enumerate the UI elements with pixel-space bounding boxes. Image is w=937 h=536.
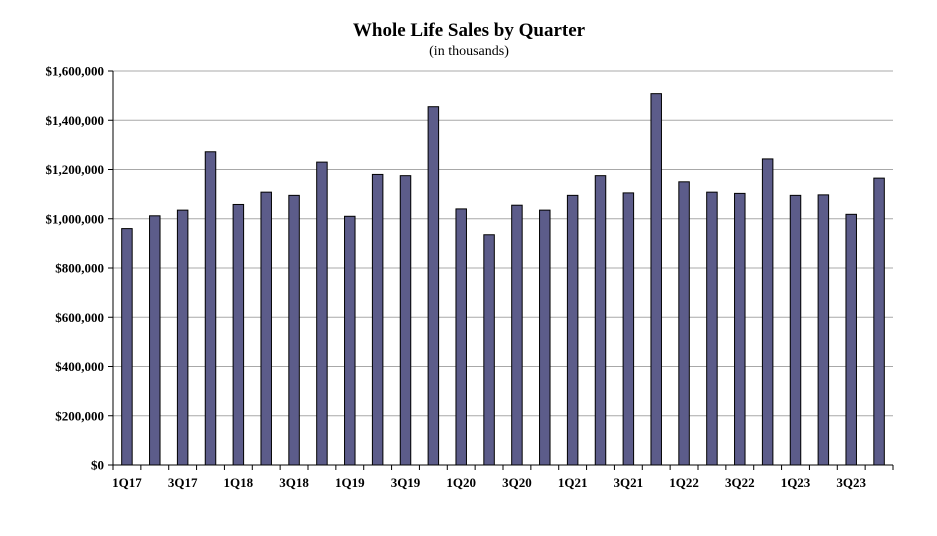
bar-3Q20 xyxy=(511,204,523,466)
bar-2Q23 xyxy=(817,194,830,466)
bar-1Q23 xyxy=(789,194,802,466)
bar-4Q20 xyxy=(539,209,551,466)
x-tick-label: 3Q22 xyxy=(725,475,755,490)
bar-2Q19 xyxy=(371,173,384,466)
bar-1Q17 xyxy=(121,228,133,466)
bar-4Q23 xyxy=(873,177,885,466)
bar-2Q17 xyxy=(149,215,161,466)
gridlines xyxy=(113,70,893,417)
x-tick-label: 1Q21 xyxy=(558,475,588,490)
y-axis-ticks: $0 $200,000 $400,000 $600,000 $800,000 $1,000… xyxy=(46,64,113,473)
bar-3Q18 xyxy=(288,194,300,466)
bar-1Q21 xyxy=(566,194,579,466)
y-tick-label: $1,600,000 xyxy=(46,64,105,79)
chart-subtitle: (in thousands) xyxy=(429,44,509,59)
bar-3Q23 xyxy=(845,213,857,466)
x-tick-label: 1Q18 xyxy=(224,475,254,490)
y-tick-label: $600,000 xyxy=(55,310,104,325)
x-tick-label: 3Q20 xyxy=(502,475,532,490)
bar-1Q20 xyxy=(455,208,467,466)
bar-3Q21 xyxy=(622,192,635,466)
y-tick-label: $1,200,000 xyxy=(46,162,105,177)
y-tick-label: $200,000 xyxy=(55,408,104,423)
bar-2Q22 xyxy=(706,191,718,466)
bar-3Q17 xyxy=(176,209,189,466)
bar-3Q22 xyxy=(734,192,746,466)
x-tick-label: 3Q17 xyxy=(168,475,198,490)
y-tick-label: $1,000,000 xyxy=(46,211,105,226)
bar-2Q21 xyxy=(594,175,607,466)
y-tick-label: $800,000 xyxy=(55,261,104,276)
x-tick-label: 3Q19 xyxy=(391,475,421,490)
bar-4Q18 xyxy=(316,161,328,466)
x-tick-label: 3Q23 xyxy=(836,475,866,490)
bar-1Q22 xyxy=(678,181,690,466)
bar-4Q17 xyxy=(204,151,217,466)
bar-4Q21 xyxy=(650,93,662,466)
x-tick-label: 3Q21 xyxy=(614,475,644,490)
x-tick-label: 1Q17 xyxy=(112,475,142,490)
bar-4Q19 xyxy=(427,106,440,466)
y-tick-label: $0 xyxy=(91,458,104,473)
bar-4Q22 xyxy=(761,158,774,466)
bars xyxy=(121,93,885,466)
x-axis-ticks: 1Q17 3Q17 1Q18 3Q18 1Q19 3Q19 1Q20 3Q20 1Q21 3Q21… xyxy=(112,465,894,490)
bar-1Q19 xyxy=(344,215,356,466)
y-tick-label: $1,400,000 xyxy=(46,113,105,128)
x-tick-label: 1Q23 xyxy=(781,475,811,490)
bar-2Q20 xyxy=(483,234,495,466)
x-tick-label: 1Q19 xyxy=(335,475,365,490)
x-tick-label: 3Q18 xyxy=(279,475,309,490)
bar-3Q19 xyxy=(399,175,412,466)
bar-1Q18 xyxy=(232,203,245,466)
chart-title: Whole Life Sales by Quarter xyxy=(353,20,586,41)
x-tick-label: 1Q22 xyxy=(669,475,699,490)
y-tick-label: $400,000 xyxy=(55,359,104,374)
bar-2Q18 xyxy=(260,191,272,466)
x-tick-label: 1Q20 xyxy=(446,475,476,490)
